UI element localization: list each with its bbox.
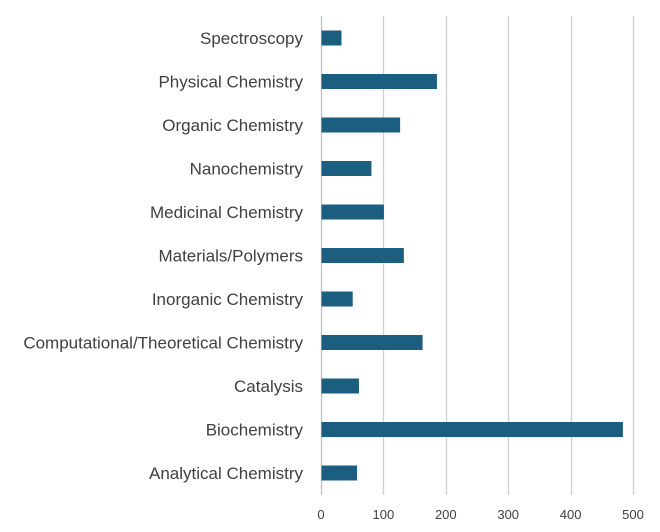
category-label: Materials/Polymers [158,247,303,266]
bar-computational-theoretical-chemistry [321,335,423,350]
bar-materials-polymers [321,248,404,263]
bar-spectroscopy [321,30,342,46]
x-tick-label: 0 [317,507,324,522]
category-label: Catalysis [234,377,303,396]
bar-organic-chemistry [321,117,401,133]
bars [321,30,623,481]
bar-biochemistry [321,422,623,437]
x-tick-labels: 0 100 200 300 400 500 [317,507,643,522]
category-label: Biochemistry [206,421,304,440]
category-label: Spectroscopy [200,29,303,48]
bar-physical-chemistry [321,74,437,89]
bar-inorganic-chemistry [321,291,353,307]
gridlines [320,16,635,495]
category-label: Medicinal Chemistry [150,203,304,222]
x-tick-label: 500 [622,507,644,522]
category-label: Physical Chemistry [158,73,303,92]
x-tick-label: 400 [560,507,582,522]
x-tick-label: 300 [497,507,519,522]
bar-catalysis [321,378,359,394]
category-labels: Spectroscopy Physical Chemistry Organic Ch… [23,29,303,483]
bar-nanochemistry [321,161,372,176]
category-label: Organic Chemistry [162,116,303,135]
category-label: Nanochemistry [190,160,304,179]
bar-medicinal-chemistry [321,204,384,220]
x-tick-label: 100 [373,507,395,522]
category-label: Computational/Theoretical Chemistry [23,334,303,353]
category-label: Analytical Chemistry [149,464,303,483]
category-label: Inorganic Chemistry [152,290,304,309]
bar-analytical-chemistry [321,465,358,481]
x-tick-label: 200 [435,507,457,522]
